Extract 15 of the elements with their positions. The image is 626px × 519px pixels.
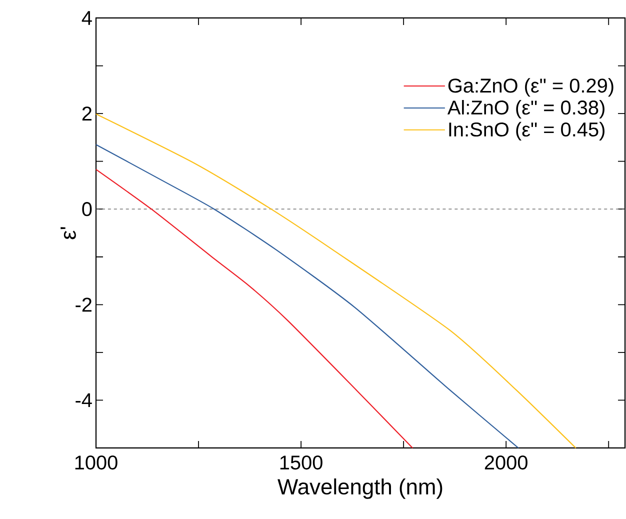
y-tick-label: -4 [76,393,92,408]
line-series [95,144,519,449]
x-tick-label: 2000 [484,456,528,470]
y-axis-title: ε' [60,227,76,240]
x-tick-label: 1500 [280,456,322,470]
line-series [95,168,414,449]
legend-label: Al:ZnO (ε" = 0.38) [447,100,604,119]
y-tick-label: 4 [82,11,92,25]
x-tick-label: 1000 [75,456,118,470]
legend-label: In:SnO (ε" = 0.45) [449,122,604,140]
x-axis-title: Wavelength (nm) [278,478,442,499]
y-tick-label: 2 [82,106,92,120]
y-tick-label: 0 [82,202,92,216]
y-tick-label: -2 [76,298,92,312]
legend-label: Ga:ZnO (ε" = 0.29) [448,78,614,97]
